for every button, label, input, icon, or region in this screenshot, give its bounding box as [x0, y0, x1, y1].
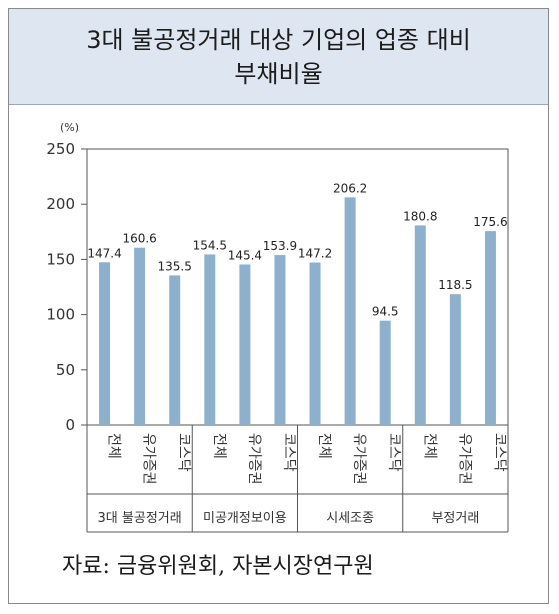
data-label: 154.5	[193, 238, 227, 252]
category-label: 전체	[211, 433, 227, 459]
group-label: 미공개정보이용	[203, 511, 287, 526]
category-label: 전체	[421, 433, 437, 459]
category-label: 유가증권	[351, 433, 367, 485]
data-label: 153.9	[263, 239, 297, 253]
data-label: 180.8	[403, 209, 437, 223]
bar	[239, 264, 251, 425]
y-tick-label: 100	[46, 306, 75, 324]
category-label: 코스닥	[281, 433, 297, 472]
group-label: 3대 불공정거래	[98, 511, 182, 526]
y-tick-label: 150	[46, 250, 75, 268]
bar	[344, 197, 356, 425]
data-label: 147.2	[298, 246, 332, 260]
category-label: 전체	[106, 433, 122, 459]
chart-title-line-1: 3대 불공정거래 대상 기업의 업종 대비	[86, 25, 471, 54]
y-tick-label: 0	[65, 416, 75, 434]
y-tick-label: 250	[46, 140, 75, 158]
data-label: 206.2	[333, 181, 367, 195]
data-label: 118.5	[438, 278, 472, 292]
data-label: 145.4	[228, 248, 262, 262]
bar	[379, 320, 391, 425]
chart-title-line-2: 부채비율	[234, 59, 323, 88]
data-label: 147.4	[87, 246, 121, 260]
category-label: 코스닥	[491, 433, 507, 472]
source-note: 자료: 금융위원회, 자본시장연구원	[62, 554, 374, 579]
category-label: 코스닥	[176, 433, 192, 472]
y-tick-label: 50	[56, 361, 75, 379]
data-label: 94.5	[372, 305, 399, 319]
bar	[414, 225, 426, 425]
group-label: 부정거래	[431, 511, 479, 526]
y-unit-label: (%)	[60, 121, 79, 134]
bar	[274, 255, 286, 425]
bar	[484, 231, 496, 425]
category-label: 코스닥	[386, 433, 402, 472]
category-label: 전체	[316, 433, 332, 459]
bar	[449, 294, 461, 425]
bar	[134, 247, 146, 425]
data-label: 135.5	[158, 259, 192, 273]
category-label: 유가증권	[246, 433, 262, 485]
y-tick-label: 200	[46, 195, 75, 213]
category-label: 유가증권	[141, 433, 157, 485]
bar	[99, 262, 111, 425]
bar	[309, 262, 321, 425]
group-label: 시세조종	[326, 511, 374, 526]
data-label: 160.6	[122, 232, 156, 246]
title-box: 3대 불공정거래 대상 기업의 업종 대비 부채비율	[9, 9, 548, 105]
bar	[169, 275, 181, 425]
data-label: 175.6	[473, 215, 507, 229]
category-label: 유가증권	[456, 433, 472, 485]
bar	[204, 254, 216, 425]
